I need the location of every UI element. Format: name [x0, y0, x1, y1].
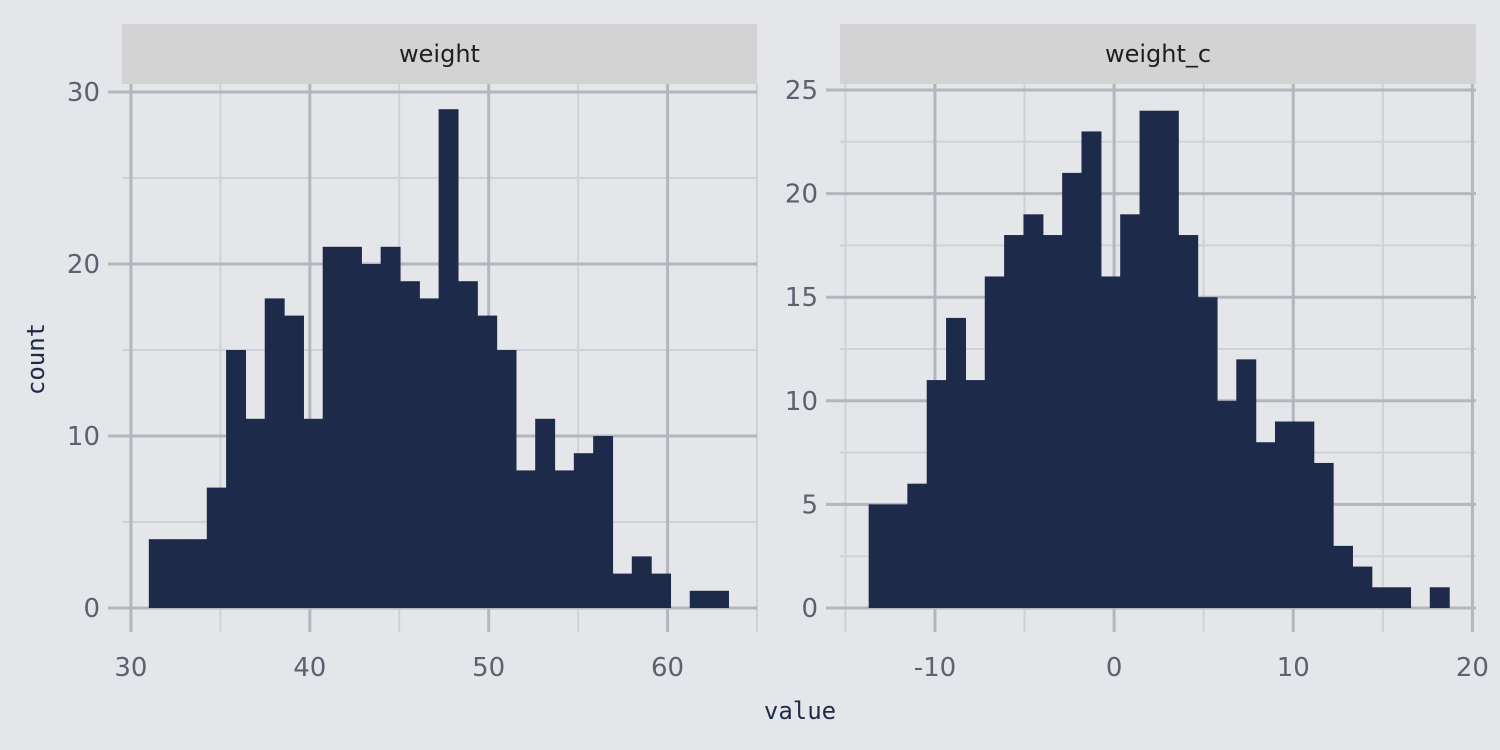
- histogram-bar: [907, 483, 928, 608]
- weight-c-panel: weight_c -10 0 10 20 0 5 10 15 20 25: [785, 24, 1489, 683]
- x-axis-title: value: [764, 697, 836, 725]
- x-tick-label: 0: [1106, 653, 1123, 683]
- facet-strip-label: weight_c: [1105, 40, 1211, 68]
- histogram-bar: [245, 418, 266, 608]
- histogram-bar: [1081, 131, 1102, 608]
- weight-panel: weight 30 40 50 60 0 10 20 30: [67, 24, 758, 683]
- histogram-bar: [946, 317, 967, 608]
- histogram-bar: [148, 539, 169, 608]
- histogram-bar: [1371, 587, 1392, 608]
- histogram-bar: [361, 264, 382, 608]
- y-tick-label: 15: [785, 283, 818, 313]
- x-tick-label: -10: [914, 653, 956, 683]
- histogram-bar: [1236, 359, 1257, 608]
- histogram-bar: [187, 539, 208, 608]
- facet-strip: [840, 24, 1476, 84]
- y-tick-label: 10: [67, 422, 100, 452]
- histogram-bar: [1352, 566, 1373, 608]
- histogram-bar: [322, 246, 343, 609]
- histogram-bar: [1062, 172, 1083, 608]
- histogram-bar: [573, 453, 594, 608]
- histogram-bar: [1100, 276, 1121, 608]
- histogram-bar: [303, 418, 324, 608]
- histogram-bar: [1023, 214, 1044, 608]
- histogram-bar: [709, 590, 729, 608]
- histogram-bar: [1120, 214, 1141, 608]
- histogram-bar: [264, 298, 285, 608]
- histogram-bar: [438, 109, 459, 608]
- x-tick-label: 40: [293, 653, 326, 683]
- histogram-bar: [1391, 587, 1412, 608]
- histogram-bar: [457, 281, 478, 608]
- histogram-bar: [888, 504, 908, 608]
- histogram-bar: [1178, 235, 1199, 609]
- histogram-bar: [984, 276, 1005, 608]
- histogram-bar: [477, 315, 498, 608]
- y-tick-label: 20: [67, 250, 100, 280]
- histogram-bar: [515, 470, 536, 608]
- facet-strip: [122, 24, 757, 84]
- histogram-bar: [399, 281, 420, 608]
- histogram-bar: [496, 350, 517, 608]
- x-tick-label: 20: [1456, 653, 1489, 683]
- y-tick-label: 20: [785, 180, 818, 210]
- histogram-bar: [419, 298, 440, 608]
- histogram-bar: [1274, 421, 1295, 608]
- histogram-bar: [593, 436, 614, 608]
- histogram-bar: [651, 573, 672, 608]
- y-tick-label: 5: [801, 490, 818, 520]
- histogram-bar: [689, 590, 710, 608]
- histogram-bar: [1004, 235, 1025, 609]
- histogram-bar: [206, 487, 227, 608]
- histogram-bar: [1139, 110, 1160, 608]
- histogram-bar: [1042, 235, 1063, 609]
- histogram-bar: [868, 504, 889, 608]
- histogram-bar: [631, 556, 652, 608]
- histogram-bar: [1197, 297, 1218, 608]
- x-tick-label: 50: [472, 653, 505, 683]
- histogram-bar: [1294, 421, 1315, 608]
- histogram-bar: [342, 246, 362, 609]
- histogram-bar: [1255, 442, 1276, 608]
- y-axis-title: count: [22, 323, 50, 395]
- histogram-bar: [965, 380, 986, 608]
- histogram-bar: [1429, 587, 1450, 608]
- y-tick-label: 0: [83, 594, 100, 624]
- y-tick-label: 25: [785, 76, 818, 106]
- histogram-bar: [1333, 545, 1353, 608]
- histogram-bar: [1158, 110, 1179, 608]
- histogram-bar: [380, 246, 401, 609]
- histogram-bar: [168, 539, 189, 608]
- x-tick-label: 10: [1277, 653, 1310, 683]
- histogram-bar: [926, 380, 947, 608]
- y-tick-label: 30: [67, 78, 100, 108]
- histogram-bar: [554, 470, 575, 608]
- histogram-bar: [226, 350, 247, 608]
- x-tick-label: 30: [114, 653, 147, 683]
- y-tick-label: 10: [785, 387, 818, 417]
- x-tick-label: 60: [651, 653, 684, 683]
- histogram-bar: [1313, 462, 1334, 608]
- histogram-bar: [535, 418, 556, 608]
- histogram-bar: [284, 315, 304, 608]
- y-tick-label: 0: [801, 594, 818, 624]
- facet-strip-label: weight: [399, 40, 480, 68]
- histogram-bar: [1216, 400, 1237, 608]
- histogram-bar: [612, 573, 633, 608]
